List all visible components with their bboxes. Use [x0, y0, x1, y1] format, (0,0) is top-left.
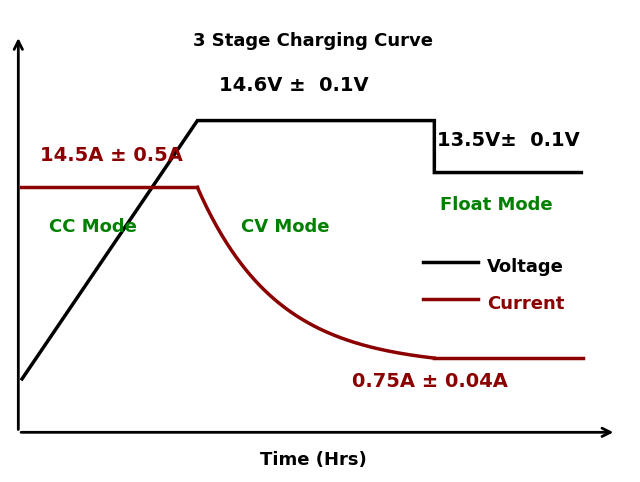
Text: 14.6V ±  0.1V: 14.6V ± 0.1V	[220, 76, 369, 94]
Text: Time (Hrs): Time (Hrs)	[260, 451, 367, 469]
Text: 0.75A ± 0.04A: 0.75A ± 0.04A	[352, 373, 508, 391]
Text: CC Mode: CC Mode	[49, 218, 136, 236]
Text: 13.5V±  0.1V: 13.5V± 0.1V	[437, 131, 580, 150]
Text: 14.5A ± 0.5A: 14.5A ± 0.5A	[40, 146, 183, 165]
Text: 3 Stage Charging Curve: 3 Stage Charging Curve	[193, 31, 433, 50]
Text: Voltage: Voltage	[486, 258, 564, 276]
Text: Float Mode: Float Mode	[440, 196, 552, 214]
Text: Current: Current	[486, 295, 564, 313]
Text: CV Mode: CV Mode	[241, 218, 330, 236]
